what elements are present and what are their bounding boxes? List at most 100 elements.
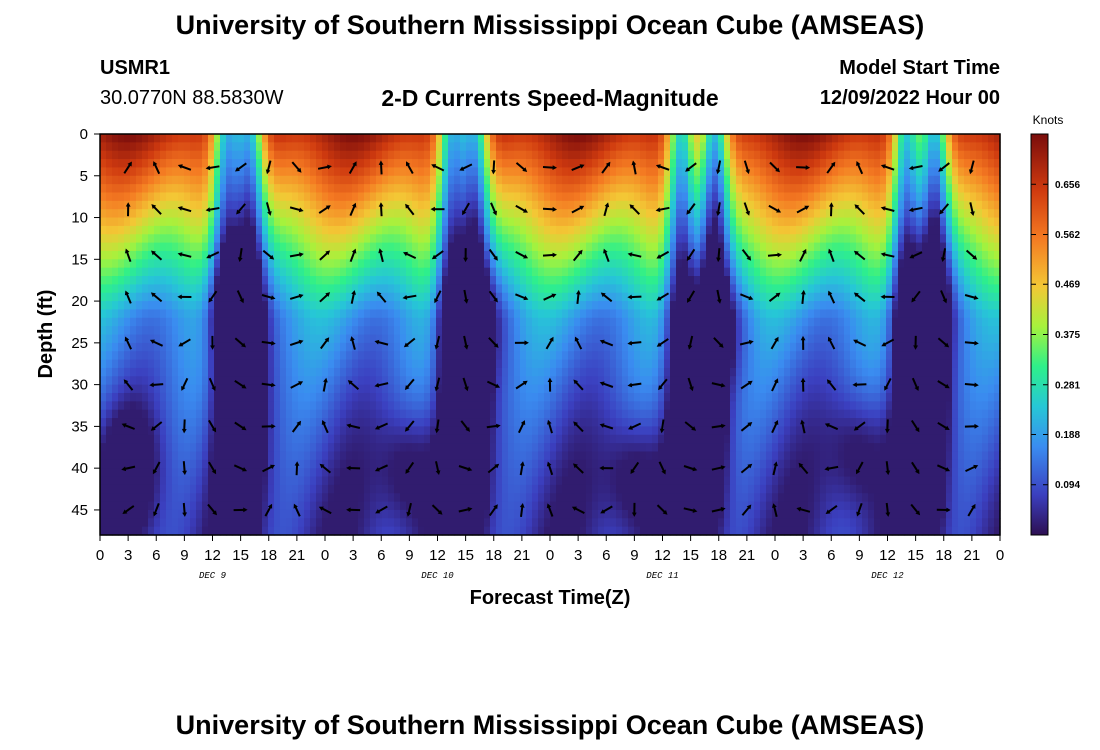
- heatmap-cell: [100, 501, 107, 511]
- heatmap-cell: [454, 209, 461, 219]
- heatmap-cell: [472, 209, 479, 219]
- heatmap-cell: [694, 150, 701, 160]
- heatmap-cell: [706, 351, 713, 361]
- heatmap-cell: [340, 501, 347, 511]
- heatmap-cell: [670, 376, 677, 386]
- heatmap-cell: [418, 326, 425, 336]
- heatmap-cell: [328, 175, 335, 185]
- heatmap-cell: [322, 501, 329, 511]
- heatmap-cell: [328, 518, 335, 528]
- heatmap-cell: [232, 225, 239, 235]
- heatmap-cell: [394, 326, 401, 336]
- heatmap-cell: [580, 267, 587, 277]
- heatmap-cell: [496, 409, 503, 419]
- heatmap-cell: [202, 359, 209, 369]
- heatmap-cell: [694, 434, 701, 444]
- heatmap-cell: [202, 468, 209, 478]
- heatmap-cell: [298, 209, 305, 219]
- heatmap-cell: [214, 234, 221, 244]
- heatmap-cell: [718, 468, 725, 478]
- heatmap-cell: [520, 134, 527, 143]
- heatmap-cell: [544, 184, 551, 194]
- heatmap-cell: [658, 142, 665, 152]
- heatmap-cell: [502, 451, 509, 461]
- heatmap-cell: [442, 351, 449, 361]
- heatmap-cell: [358, 234, 365, 244]
- heatmap-cell: [418, 200, 425, 210]
- heatmap-cell: [304, 284, 311, 294]
- heatmap-cell: [112, 225, 119, 235]
- heatmap-cell: [394, 476, 401, 486]
- heatmap-cell: [478, 276, 485, 285]
- heatmap-cell: [586, 309, 593, 319]
- heatmap-cell: [148, 367, 155, 377]
- heatmap-cell: [106, 376, 113, 386]
- heatmap-cell: [604, 326, 611, 336]
- heatmap-cell: [652, 225, 659, 235]
- heatmap-cell: [112, 342, 119, 352]
- heatmap-cell: [142, 142, 149, 152]
- heatmap-cell: [112, 468, 119, 478]
- heatmap-cell: [370, 209, 377, 219]
- heatmap-cell: [436, 484, 443, 494]
- heatmap-cell: [670, 434, 677, 444]
- heatmap-cell: [154, 309, 161, 319]
- heatmap-cell: [592, 451, 599, 461]
- heatmap-cell: [166, 434, 173, 444]
- heatmap-cell: [706, 284, 713, 294]
- heatmap-cell: [472, 309, 479, 319]
- heatmap-cell: [538, 326, 545, 336]
- heatmap-cell: [598, 309, 605, 319]
- heatmap-cell: [142, 484, 149, 494]
- heatmap-cell: [352, 234, 359, 244]
- heatmap-cell: [328, 376, 335, 386]
- heatmap-cell: [184, 334, 191, 344]
- heatmap-cell: [220, 184, 227, 194]
- heatmap-cell: [448, 418, 455, 427]
- heatmap-cell: [340, 267, 347, 277]
- heatmap-cell: [460, 284, 467, 294]
- heatmap-cell: [460, 159, 467, 169]
- heatmap-cell: [706, 276, 713, 285]
- heatmap-cell: [658, 150, 665, 160]
- heatmap-cell: [610, 134, 617, 143]
- heatmap-cell: [532, 459, 539, 469]
- heatmap-cell: [676, 326, 683, 336]
- heatmap-cell: [130, 200, 137, 210]
- heatmap-cell: [238, 392, 245, 402]
- heatmap-cell: [574, 493, 581, 503]
- heatmap-cell: [268, 384, 275, 394]
- heatmap-cell: [280, 167, 287, 177]
- heatmap-cell: [382, 351, 389, 361]
- heatmap-cell: [280, 276, 287, 285]
- heatmap-cell: [508, 418, 515, 427]
- heatmap-cell: [328, 367, 335, 377]
- heatmap-cell: [688, 142, 695, 152]
- heatmap-cell: [310, 367, 317, 377]
- heatmap-cell: [208, 392, 215, 402]
- heatmap-cell: [244, 476, 251, 486]
- heatmap-cell: [364, 225, 371, 235]
- heatmap-cell: [346, 225, 353, 235]
- heatmap-cell: [184, 317, 191, 327]
- heatmap-cell: [340, 476, 347, 486]
- heatmap-cell: [640, 526, 647, 536]
- heatmap-cell: [430, 150, 437, 160]
- heatmap-cell: [556, 159, 563, 169]
- heatmap-cell: [340, 217, 347, 227]
- heatmap-cell: [130, 159, 137, 169]
- heatmap-cell: [400, 209, 407, 219]
- heatmap-cell: [628, 401, 635, 411]
- heatmap-cell: [136, 142, 143, 152]
- heatmap-cell: [148, 509, 155, 519]
- heatmap-cell: [682, 134, 689, 143]
- heatmap-cell: [376, 317, 383, 327]
- heatmap-cell: [526, 401, 533, 411]
- heatmap-cell: [640, 434, 647, 444]
- heatmap-cell: [514, 334, 521, 344]
- heatmap-cell: [706, 426, 713, 436]
- heatmap-cell: [136, 175, 143, 185]
- heatmap-cell: [106, 184, 113, 194]
- heatmap-cell: [586, 509, 593, 519]
- heatmap-cell: [622, 175, 629, 185]
